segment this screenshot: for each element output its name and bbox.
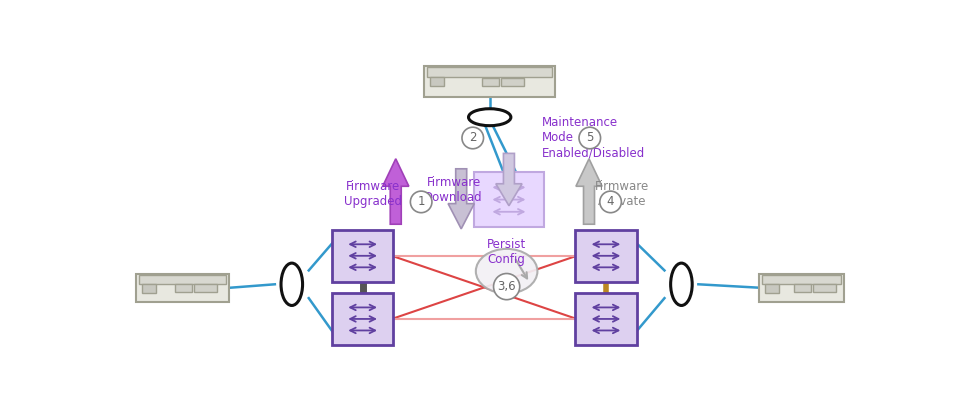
Circle shape	[579, 127, 601, 149]
Ellipse shape	[671, 263, 692, 305]
Bar	[332, 229, 394, 282]
Bar	[139, 275, 226, 284]
Circle shape	[410, 191, 432, 213]
Bar	[175, 284, 192, 292]
Ellipse shape	[468, 109, 511, 126]
Bar	[765, 283, 780, 293]
Bar	[501, 78, 524, 86]
Bar	[794, 284, 811, 292]
Text: Firmware
Upgraded: Firmware Upgraded	[345, 180, 402, 208]
Text: 4: 4	[607, 195, 614, 208]
Text: Persist
Config: Persist Config	[487, 238, 526, 266]
Text: Firmware
Download: Firmware Download	[424, 176, 483, 204]
Text: 1: 1	[418, 195, 425, 208]
Text: Firmware
Activate: Firmware Activate	[595, 180, 649, 208]
Bar	[332, 293, 394, 345]
Polygon shape	[448, 169, 474, 229]
Text: Maintenance
Mode
Enabled/Disabled: Maintenance Mode Enabled/Disabled	[542, 117, 645, 159]
Text: 3,6: 3,6	[497, 280, 516, 293]
Bar	[424, 66, 555, 97]
Polygon shape	[576, 159, 602, 224]
Circle shape	[600, 191, 621, 213]
Ellipse shape	[281, 263, 302, 305]
Text: 2: 2	[469, 131, 476, 145]
Bar	[762, 275, 841, 284]
Bar	[575, 293, 636, 345]
Bar	[194, 284, 217, 292]
Bar	[142, 283, 156, 293]
Polygon shape	[383, 159, 409, 224]
Polygon shape	[496, 153, 522, 206]
Bar	[482, 78, 499, 86]
Bar	[575, 229, 636, 282]
Bar	[427, 67, 552, 77]
Bar	[430, 77, 444, 87]
Ellipse shape	[476, 249, 538, 293]
Bar	[813, 284, 836, 292]
Circle shape	[493, 274, 519, 300]
Bar	[759, 274, 844, 302]
Bar	[136, 274, 228, 302]
Circle shape	[462, 127, 484, 149]
Bar	[474, 172, 543, 227]
Text: 5: 5	[587, 131, 593, 145]
